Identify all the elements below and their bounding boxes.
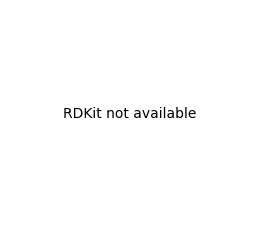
Text: RDKit not available: RDKit not available: [64, 107, 197, 121]
